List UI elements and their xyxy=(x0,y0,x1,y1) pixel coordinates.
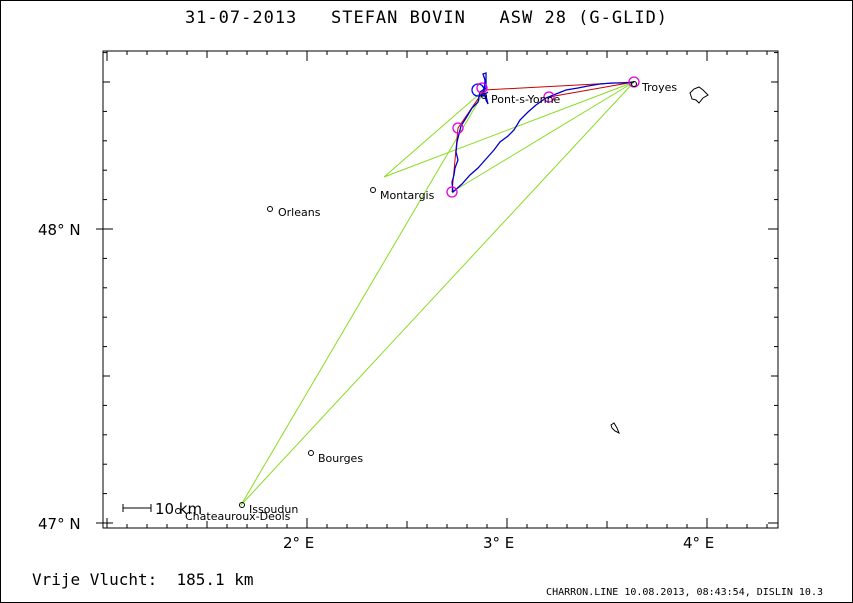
place-label-issoudun: Issoudun xyxy=(249,503,298,516)
map-title: 31-07-2013 STEFAN BOVIN ASW 28 (G-GLID) xyxy=(184,8,669,28)
y-label-47n: 47° N xyxy=(38,515,81,533)
x-label-3e: 3° E xyxy=(483,534,514,552)
turnpoint-circle-2 xyxy=(452,122,464,134)
place-label-pont-s-yonne: Pont-s-Yonne xyxy=(491,93,561,106)
place-label-troyes: Troyes xyxy=(641,81,677,94)
y-label-48n: 48° N xyxy=(38,221,81,239)
place-marker-pont-s-yonne xyxy=(481,93,487,99)
lake-outline-south xyxy=(610,422,620,435)
place-label-chateauroux-deols: Chateauroux-Deols xyxy=(185,510,291,523)
place-markers: Troyes Pont-s-Yonne Montargis Orleans Bo… xyxy=(175,81,677,523)
start-circle xyxy=(471,83,485,97)
software-text: CHARRON.LINE 10.08.2013, 08:43:54, DISLI… xyxy=(546,587,823,598)
turnpoint-circle-1 xyxy=(476,82,488,94)
plot-border xyxy=(102,50,779,529)
finish-circle xyxy=(543,91,555,103)
x-label-4e: 4° E xyxy=(683,534,714,552)
scale-bar-label: 10 km xyxy=(155,500,202,518)
green-line-mid xyxy=(451,81,635,193)
lake-outline-east xyxy=(689,86,709,104)
green-line-south xyxy=(240,81,635,506)
track-line xyxy=(451,72,635,194)
green-route-lines xyxy=(240,81,635,506)
place-marker-orleans xyxy=(267,206,273,212)
distance-text: Vrije Vlucht: 185.1 km xyxy=(32,570,254,589)
place-marker-issoudun xyxy=(239,502,245,508)
turnpoint-circle-3 xyxy=(446,186,458,198)
x-label-2e: 2° E xyxy=(283,534,314,552)
green-line-north xyxy=(383,81,635,178)
place-marker-montargis xyxy=(370,187,376,193)
place-label-bourges: Bourges xyxy=(318,452,363,465)
place-marker-bourges xyxy=(308,450,314,456)
scale-bar xyxy=(122,504,152,512)
place-label-orleans: Orleans xyxy=(278,206,321,219)
track-start-loop xyxy=(479,91,489,105)
place-label-montargis: Montargis xyxy=(380,189,435,202)
axis-ticks xyxy=(96,51,778,528)
flight-track xyxy=(451,72,635,194)
place-marker-troyes xyxy=(631,81,637,87)
place-marker-chateauroux-deols xyxy=(175,508,181,514)
